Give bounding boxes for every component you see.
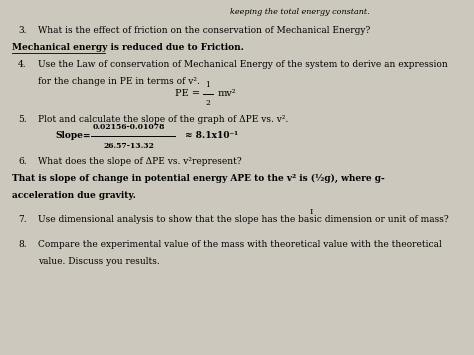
Text: I: I <box>310 208 313 216</box>
Text: mv²: mv² <box>218 89 237 98</box>
Text: Compare the experimental value of the mass with theoretical value with the theor: Compare the experimental value of the ma… <box>38 240 442 249</box>
Text: keeping the total energy constant.: keeping the total energy constant. <box>230 8 370 16</box>
Text: 7.: 7. <box>18 215 27 224</box>
Text: 4.: 4. <box>18 60 27 69</box>
Text: 5.: 5. <box>18 115 27 124</box>
Text: ≈ 8.1x10⁻¹: ≈ 8.1x10⁻¹ <box>185 131 238 141</box>
Text: value. Discuss you results.: value. Discuss you results. <box>38 257 160 266</box>
Text: Use dimensional analysis to show that the slope has the basic dimension or unit : Use dimensional analysis to show that th… <box>38 215 448 224</box>
Text: Use the Law of conservation of Mechanical Energy of the system to derive an expr: Use the Law of conservation of Mechanica… <box>38 60 448 69</box>
Text: What is the effect of friction on the conservation of Mechanical Energy?: What is the effect of friction on the co… <box>38 26 370 35</box>
Text: What does the slope of ΔPE vs. v²represent?: What does the slope of ΔPE vs. v²represe… <box>38 157 242 166</box>
Text: 2: 2 <box>206 99 210 107</box>
Text: 6.: 6. <box>18 157 27 166</box>
Text: acceleration due gravity.: acceleration due gravity. <box>12 191 136 200</box>
Text: That is slope of change in potential energy APE to the v² is (½g), where g-: That is slope of change in potential ene… <box>12 174 385 183</box>
Text: 3.: 3. <box>18 26 27 35</box>
Text: for the change in PE in terms of v².: for the change in PE in terms of v². <box>38 77 200 86</box>
Text: 8.: 8. <box>18 240 27 249</box>
Text: Mechanical energy is reduced due to Friction.: Mechanical energy is reduced due to Fric… <box>12 43 244 52</box>
Text: Slope=: Slope= <box>55 131 91 141</box>
Text: PE =: PE = <box>175 89 200 98</box>
Text: 26.57-13.32: 26.57-13.32 <box>103 142 154 150</box>
Text: 0.02156-0.01078: 0.02156-0.01078 <box>93 123 165 131</box>
Text: 1: 1 <box>206 81 210 89</box>
Text: Plot and calculate the slope of the graph of ΔPE vs. v².: Plot and calculate the slope of the grap… <box>38 115 288 124</box>
